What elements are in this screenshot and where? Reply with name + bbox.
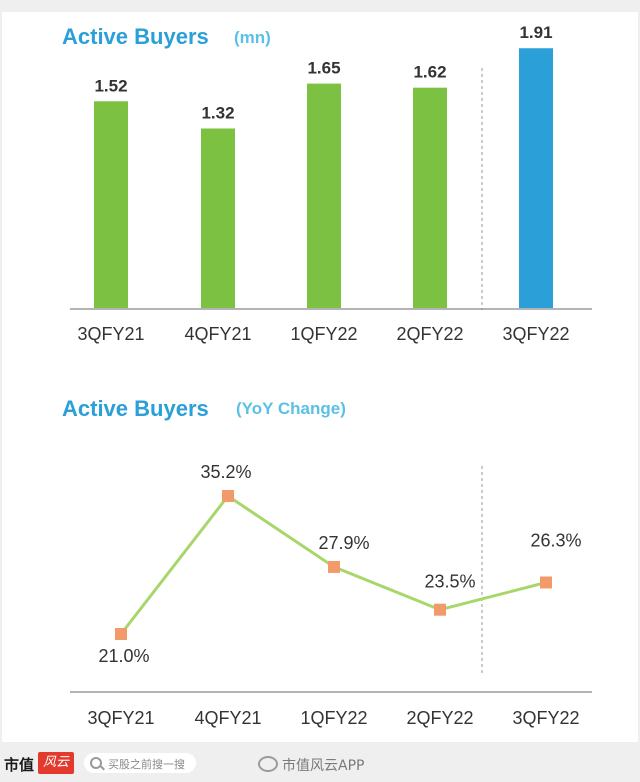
- bar-value-label: 1.32: [201, 103, 234, 122]
- bar-value-label: 1.52: [94, 76, 127, 95]
- line-x-tick-label: 4QFY21: [194, 708, 261, 728]
- bar-chart-subtitle: (mn): [234, 28, 271, 47]
- bar-value-label: 1.62: [413, 63, 446, 82]
- bar-3QFY22: [519, 48, 553, 309]
- line-x-tick-label: 3QFY21: [87, 708, 154, 728]
- line-chart-plot: 21.0% 3QFY21 35.2% 4QFY21 27.9% 1QFY22 23.5% 2Q…: [70, 462, 592, 728]
- bar-chart-title: Active Buyers: [62, 24, 209, 49]
- yoy-value-label: 21.0%: [98, 646, 149, 666]
- bar-x-tick-label: 2QFY22: [396, 324, 463, 344]
- bar-2QFY22: [413, 87, 447, 309]
- line-x-tick-label: 2QFY22: [406, 708, 473, 728]
- bar-value-label: 1.65: [307, 59, 340, 78]
- search-placeholder: 买股之前搜一搜: [108, 758, 185, 771]
- line-chart-subtitle: (YoY Change): [236, 399, 346, 418]
- chart-panel: Active Buyers (mn) 1.52 3QFY21 1.32 4QFY21 1…: [2, 12, 638, 742]
- yoy-value-label: 26.3%: [530, 530, 581, 550]
- yoy-point-4QFY21: [222, 490, 234, 502]
- search-icon: [90, 757, 102, 769]
- line-x-tick-label: 3QFY22: [512, 708, 579, 728]
- yoy-value-label: 23.5%: [424, 572, 475, 592]
- footer-bar: 市值 风云 买股之前搜一搜 市值风云APP: [0, 748, 640, 782]
- weibo-icon: [258, 756, 278, 772]
- weibo-text: 市值风云APP: [282, 758, 365, 774]
- bar-x-tick-label: 3QFY21: [77, 324, 144, 344]
- yoy-point-3QFY22: [540, 576, 552, 589]
- bar-x-tick-label: 4QFY21: [184, 324, 251, 344]
- line-chart-title: Active Buyers: [62, 396, 209, 421]
- yoy-point-3QFY21: [115, 628, 127, 640]
- charts-svg: Active Buyers (mn) 1.523QFY211.324QFY211…: [62, 23, 592, 728]
- yoy-value-label: 27.9%: [318, 533, 369, 553]
- yoy-point-2QFY22: [434, 603, 446, 616]
- brand-logo-text: 市值: [4, 756, 35, 774]
- bar-chart-plot: 1.52 3QFY21 1.32 4QFY21 1.65 1QFY22 1.62 2QFY22…: [70, 23, 592, 344]
- bar-4QFY21: [201, 128, 235, 308]
- bar-x-tick-label: 3QFY22: [502, 324, 569, 344]
- bar-x-tick-label: 1QFY22: [290, 324, 357, 344]
- yoy-point-1QFY22: [328, 560, 340, 573]
- yoy-value-label: 35.2%: [200, 462, 251, 482]
- weibo-watermark: 市值风云APP: [258, 755, 364, 775]
- brand-logo-mark: 风云: [38, 752, 74, 774]
- bar-value-label: 1.91: [519, 23, 552, 42]
- search-box[interactable]: 买股之前搜一搜: [84, 753, 196, 773]
- bar-3QFY21: [94, 101, 128, 308]
- bar-1QFY22: [307, 83, 341, 308]
- line-x-tick-label: 1QFY22: [300, 708, 367, 728]
